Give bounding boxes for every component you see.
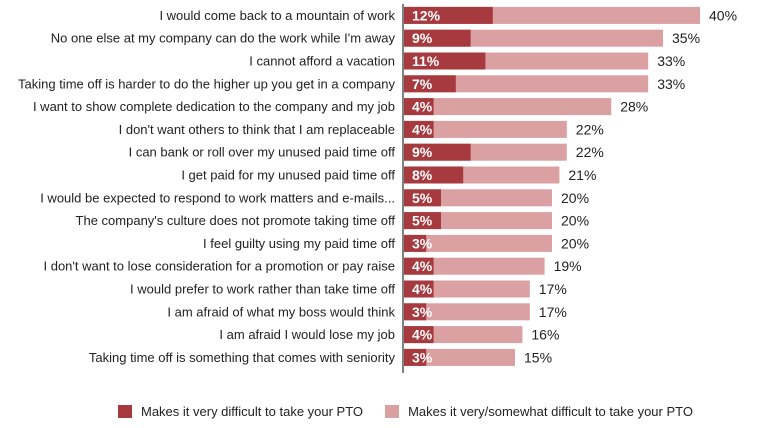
- legend-item-very-difficult: Makes it very difficult to take your PTO: [118, 404, 363, 419]
- bar-very-somewhat-difficult: [404, 98, 612, 116]
- legend-swatch-very-difficult: [118, 405, 132, 418]
- data-label-very-difficult: 4%: [412, 327, 433, 343]
- data-label-very-somewhat-difficult: 17%: [539, 304, 567, 320]
- category-label: I would prefer to work rather than take …: [130, 282, 395, 297]
- legend-item-somewhat-difficult: Makes it very/somewhat difficult to take…: [385, 404, 693, 419]
- bar-very-difficult: [404, 29, 471, 47]
- category-label: The company's culture does not promote t…: [76, 213, 396, 228]
- category-label: I would come back to a mountain of work: [159, 8, 395, 23]
- data-label-very-difficult: 7%: [412, 76, 433, 92]
- bar-very-somewhat-difficult: [404, 120, 567, 138]
- data-label-very-somewhat-difficult: 22%: [576, 144, 604, 160]
- category-label: I am afraid I would lose my job: [219, 327, 395, 342]
- bar-very-difficult: [404, 166, 464, 184]
- data-label-very-somewhat-difficult: 40%: [709, 7, 737, 23]
- category-label: I don't want others to think that I am r…: [119, 122, 395, 137]
- data-label-very-difficult: 4%: [412, 121, 433, 137]
- data-label-very-somewhat-difficult: 17%: [539, 281, 567, 297]
- bar-very-difficult: [404, 52, 486, 70]
- data-label-very-difficult: 5%: [412, 213, 433, 229]
- bar-very-difficult: [404, 143, 471, 161]
- data-label-very-difficult: 3%: [412, 304, 433, 320]
- data-label-very-somewhat-difficult: 33%: [657, 53, 685, 69]
- bar-very-somewhat-difficult: [404, 234, 552, 252]
- category-label: I don't want to lose consideration for a…: [43, 259, 395, 274]
- legend-label-somewhat-difficult: Makes it very/somewhat difficult to take…: [408, 404, 693, 419]
- data-label-very-difficult: 8%: [412, 167, 433, 183]
- data-label-very-somewhat-difficult: 28%: [620, 99, 648, 115]
- bar-very-difficult: [404, 326, 434, 344]
- data-label-very-difficult: 9%: [412, 144, 433, 160]
- bar-very-difficult: [404, 120, 434, 138]
- data-label-very-somewhat-difficult: 21%: [568, 167, 596, 183]
- data-label-very-difficult: 9%: [412, 30, 433, 46]
- bar-very-difficult: [404, 75, 456, 93]
- data-label-very-somewhat-difficult: 20%: [561, 213, 589, 229]
- data-label-very-difficult: 5%: [412, 190, 433, 206]
- bar-very-somewhat-difficult: [404, 257, 545, 275]
- legend-swatch-somewhat-difficult: [385, 405, 400, 418]
- bar-very-difficult: [404, 189, 441, 207]
- bar-very-somewhat-difficult: [404, 348, 515, 366]
- data-label-very-difficult: 4%: [412, 258, 433, 274]
- category-label: I can bank or roll over my unused paid t…: [129, 145, 396, 160]
- legend: Makes it very difficult to take your PTO…: [118, 404, 715, 419]
- category-label: I would be expected to respond to work m…: [40, 190, 395, 205]
- data-label-very-difficult: 4%: [412, 99, 433, 115]
- bar-very-somewhat-difficult: [404, 303, 530, 321]
- bar-very-somewhat-difficult: [404, 280, 530, 298]
- category-label: Taking time off is harder to do the high…: [18, 76, 395, 91]
- bar-very-somewhat-difficult: [404, 75, 649, 93]
- data-label-very-somewhat-difficult: 20%: [561, 190, 589, 206]
- bar-very-difficult: [404, 348, 427, 366]
- data-label-very-difficult: 3%: [412, 349, 433, 365]
- bar-very-difficult: [404, 257, 434, 275]
- data-label-very-somewhat-difficult: 22%: [576, 121, 604, 137]
- category-label: I want to show complete dedication to th…: [33, 99, 395, 114]
- bar-very-difficult: [404, 303, 427, 321]
- data-label-very-somewhat-difficult: 35%: [672, 30, 700, 46]
- chart: I would come back to a mountain of work 1…: [18, 4, 737, 373]
- bar-very-difficult: [404, 6, 493, 24]
- data-label-very-somewhat-difficult: 15%: [524, 349, 552, 365]
- data-label-very-difficult: 4%: [412, 281, 433, 297]
- data-label-very-somewhat-difficult: 16%: [531, 327, 559, 343]
- bar-very-difficult: [404, 234, 427, 252]
- bar-very-difficult: [404, 280, 434, 298]
- bar-very-difficult: [404, 98, 434, 116]
- category-label: I get paid for my unused paid time off: [181, 168, 395, 183]
- category-label: I feel guilty using my paid time off: [203, 236, 395, 251]
- category-label: I cannot afford a vacation: [249, 54, 395, 69]
- data-label-very-somewhat-difficult: 19%: [554, 258, 582, 274]
- category-label: Taking time off is something that comes …: [89, 350, 396, 365]
- category-label: I am afraid of what my boss would think: [167, 304, 395, 319]
- legend-label-very-difficult: Makes it very difficult to take your PTO: [141, 404, 364, 419]
- data-label-very-difficult: 11%: [412, 53, 440, 69]
- data-label-very-difficult: 3%: [412, 235, 433, 251]
- data-label-very-somewhat-difficult: 33%: [657, 76, 685, 92]
- bar-very-difficult: [404, 212, 441, 230]
- data-label-very-difficult: 12%: [412, 7, 441, 23]
- category-label: No one else at my company can do the wor…: [51, 31, 396, 46]
- data-label-very-somewhat-difficult: 20%: [561, 235, 589, 251]
- bar-rows: I would come back to a mountain of work 1…: [18, 6, 737, 366]
